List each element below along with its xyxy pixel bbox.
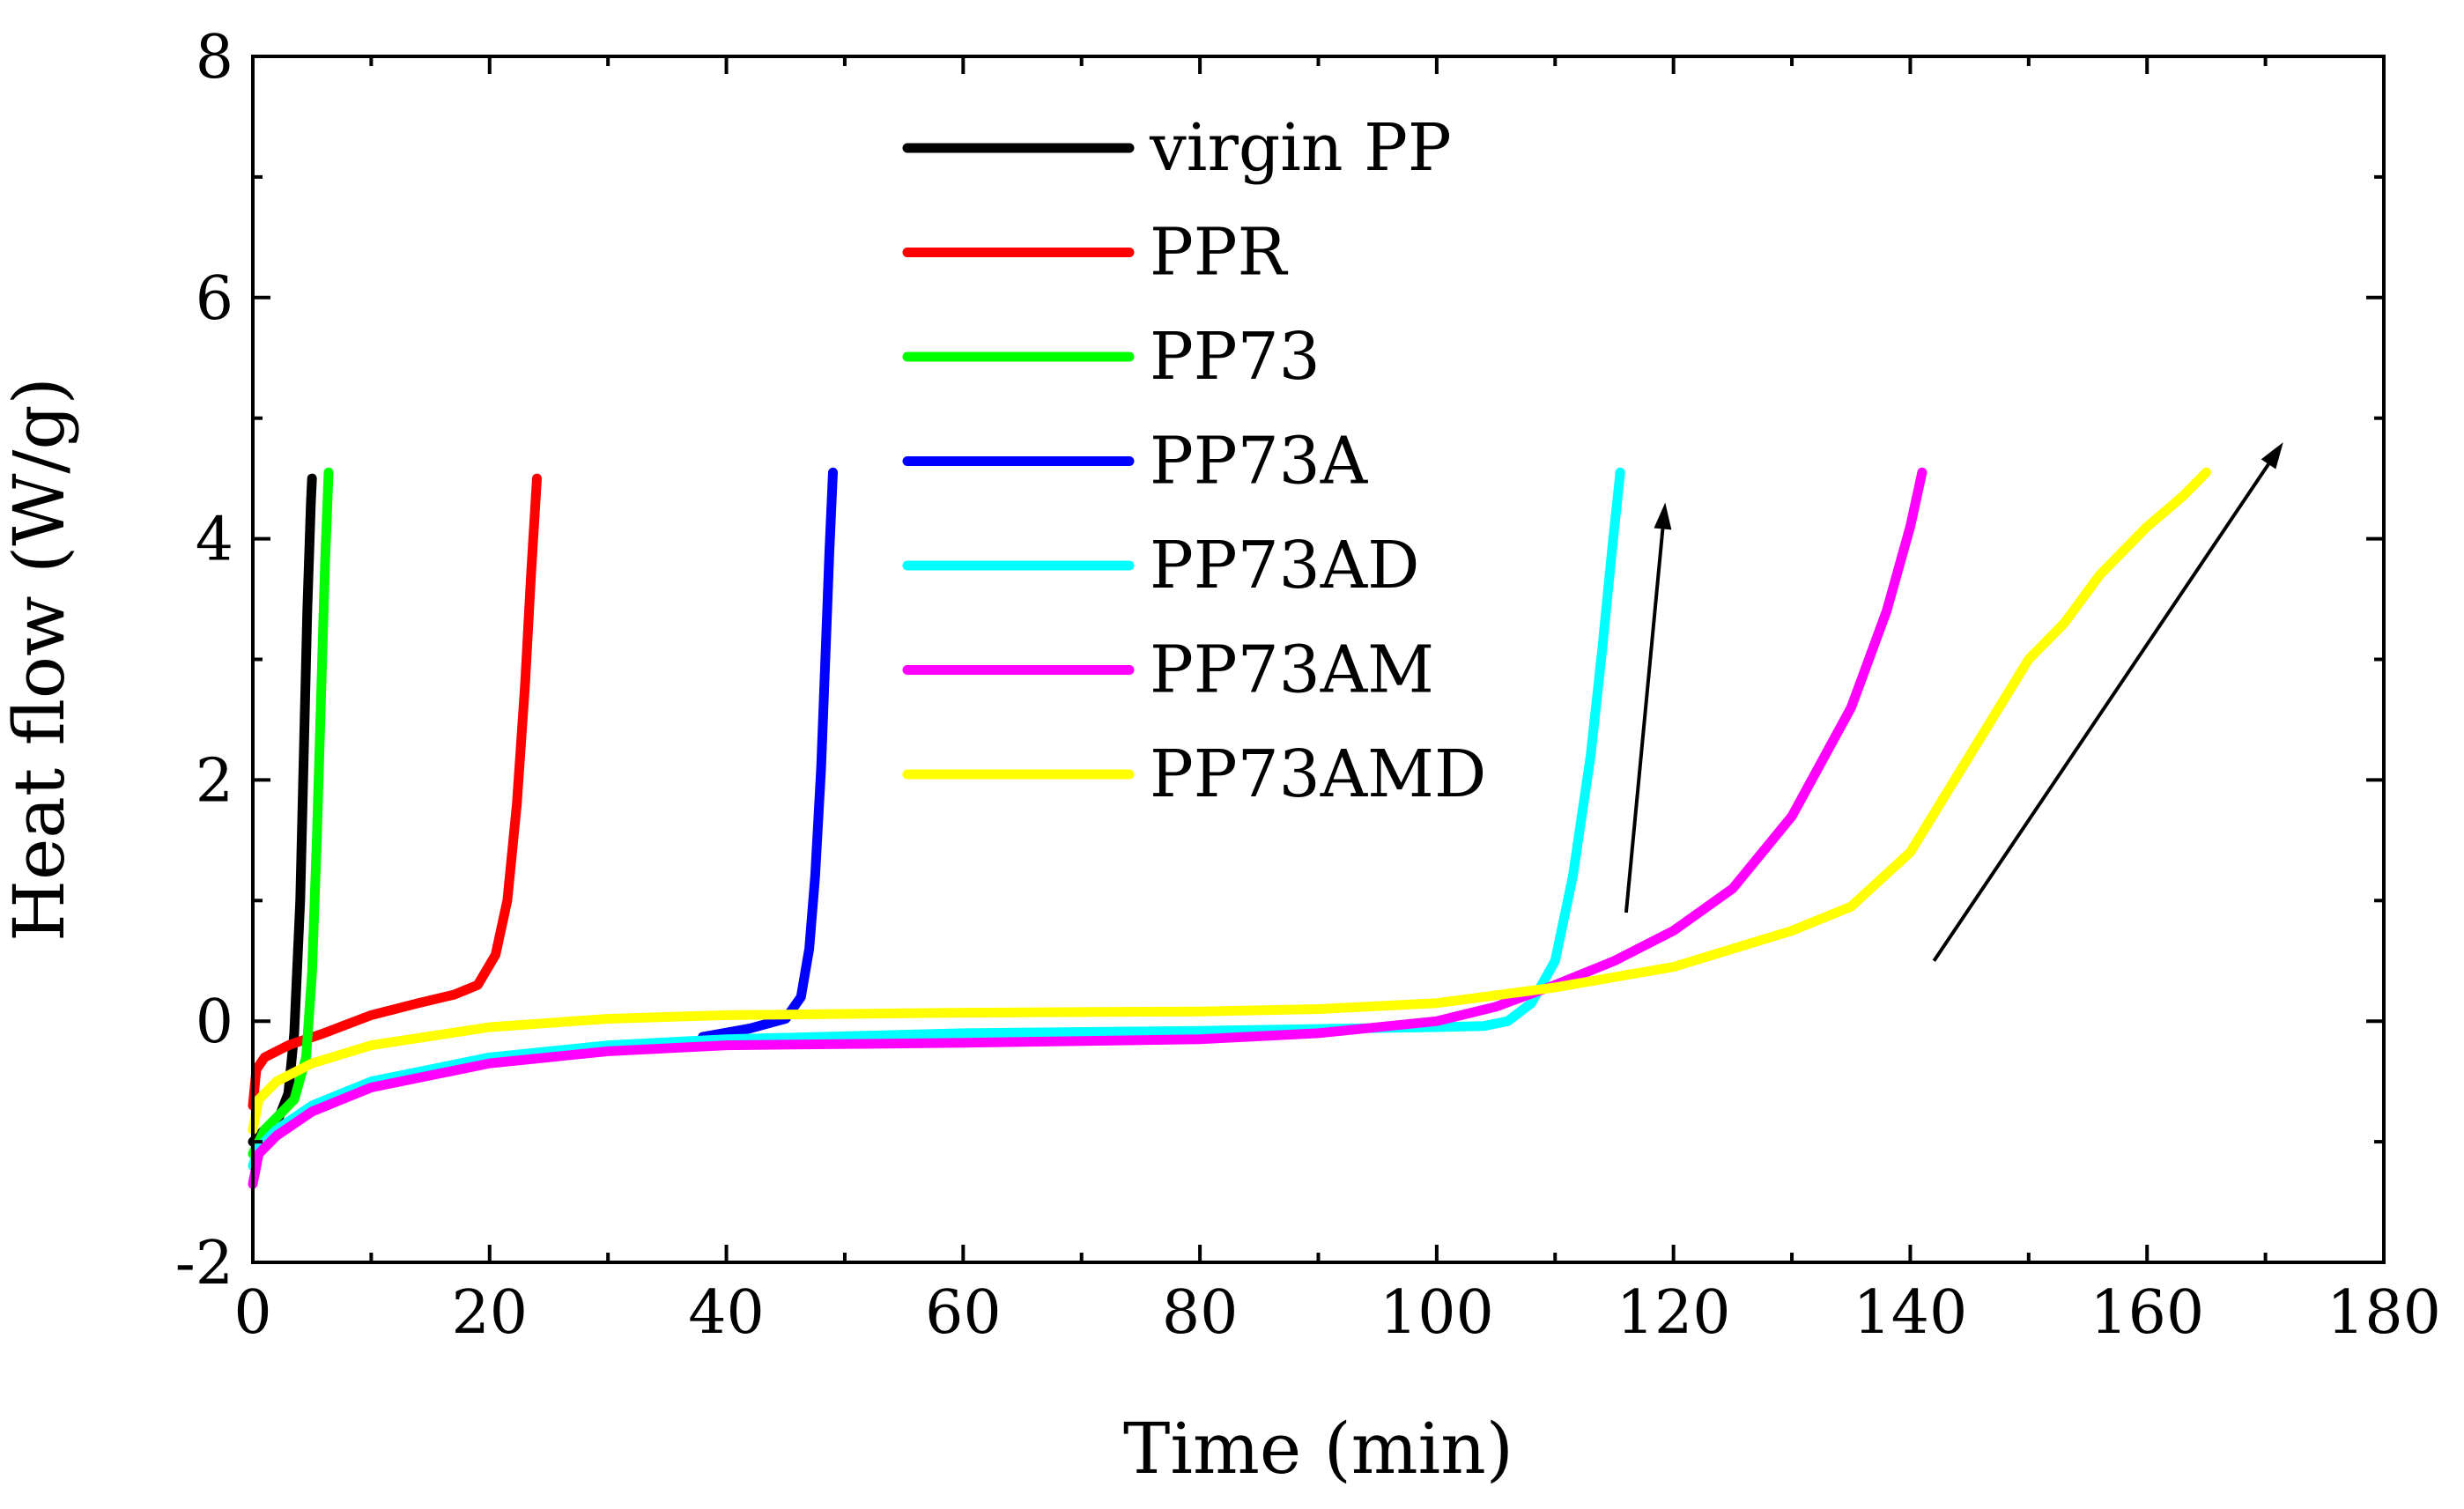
x-axis-title: Time (min) bbox=[1123, 1408, 1513, 1490]
series-line-pp73 bbox=[248, 467, 334, 1159]
annotation-arrow-1-shaft bbox=[1624, 529, 1665, 914]
y-axis-title: Heat flow (W/g) bbox=[0, 377, 80, 942]
legend-label-pp73: PP73 bbox=[1150, 319, 1321, 395]
legend-label-pp73amd: PP73AMD bbox=[1150, 736, 1486, 812]
y-tick-label: 8 bbox=[196, 23, 233, 92]
x-tick-label: 40 bbox=[688, 1278, 765, 1348]
annotation-arrow-2-shaft bbox=[1932, 462, 2270, 962]
x-tick-label: 120 bbox=[1617, 1278, 1731, 1348]
x-tick-label: 60 bbox=[925, 1278, 1002, 1348]
annotation-arrow-1-head bbox=[1654, 502, 1672, 530]
series-layer bbox=[248, 467, 2211, 1189]
x-tick-label: 100 bbox=[1380, 1278, 1494, 1348]
x-tick-label: 20 bbox=[452, 1278, 529, 1348]
legend-label-pp73am: PP73AM bbox=[1150, 632, 1434, 708]
annotation-layer bbox=[1624, 442, 2283, 962]
y-tick-label: -2 bbox=[175, 1229, 233, 1298]
series-line-pp73a bbox=[698, 467, 838, 1042]
x-tick-label: 0 bbox=[233, 1278, 271, 1348]
legend-label-pp73a: PP73A bbox=[1150, 424, 1369, 499]
series-line-pp73am bbox=[248, 467, 1928, 1189]
y-tick-label: 2 bbox=[196, 746, 233, 816]
x-tick-label: 160 bbox=[2090, 1278, 2204, 1348]
series-line-pp73amd bbox=[248, 467, 2211, 1135]
legend-label-ppr: PPR bbox=[1150, 215, 1289, 291]
legend: virgin PP PPR PP73 PP73A PP73AD PP73AM PP73AMD bbox=[902, 110, 1486, 812]
y-tick-label: 4 bbox=[196, 506, 233, 575]
y-tick-label: 0 bbox=[196, 988, 233, 1057]
legend-label-pp73ad: PP73AD bbox=[1150, 528, 1420, 603]
series-line-ppr bbox=[248, 473, 542, 1111]
x-tick-label: 140 bbox=[1854, 1278, 1968, 1348]
legend-label-virgin-pp: virgin PP bbox=[1149, 110, 1452, 186]
annotation-arrow-2-head bbox=[2261, 442, 2283, 470]
x-tick-label: 180 bbox=[2327, 1278, 2441, 1348]
y-tick-label: 6 bbox=[196, 264, 233, 334]
x-tick-label: 80 bbox=[1162, 1278, 1239, 1348]
